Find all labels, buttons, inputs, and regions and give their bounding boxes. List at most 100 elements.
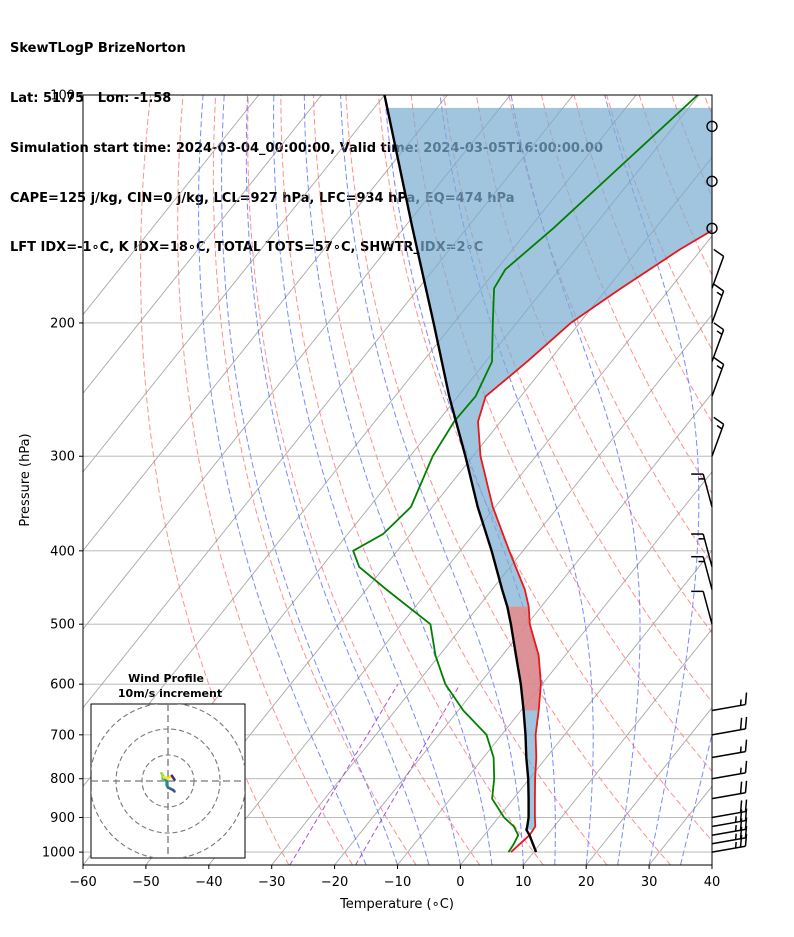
x-tick-label: 0 bbox=[456, 875, 464, 890]
barb-staff bbox=[711, 364, 725, 397]
wind-barb bbox=[691, 533, 713, 568]
wind-barb bbox=[711, 817, 748, 836]
wind-barb bbox=[691, 555, 713, 590]
barb-flag bbox=[739, 699, 742, 706]
isotherm-line bbox=[83, 95, 260, 316]
barb-flag bbox=[744, 799, 748, 812]
y-tick-label: 1000 bbox=[42, 846, 75, 861]
wind-barb bbox=[711, 283, 725, 324]
barb-flag bbox=[739, 781, 743, 794]
barb-flag bbox=[739, 818, 743, 831]
moist-adiabat-line bbox=[439, 95, 594, 865]
dry-adiabat-line bbox=[540, 95, 712, 495]
y-tick-label: 400 bbox=[50, 544, 75, 559]
barb-staff bbox=[702, 556, 713, 590]
isotherm-line bbox=[83, 95, 322, 394]
wind-barb bbox=[711, 248, 725, 289]
chart-title: SkewTLogP BrizeNorton bbox=[10, 41, 186, 57]
barb-staff bbox=[702, 591, 713, 625]
barb-staff bbox=[711, 703, 746, 712]
sounding-profiles bbox=[352, 95, 712, 853]
wind-barb bbox=[691, 473, 713, 508]
wind-barbs bbox=[691, 120, 748, 853]
x-tick-label: 10 bbox=[515, 875, 532, 890]
isotherm-line bbox=[271, 313, 712, 865]
y-tick-label: 800 bbox=[50, 772, 75, 787]
moist-adiabat-line bbox=[221, 95, 398, 865]
wind-barb bbox=[711, 356, 725, 397]
barb-flag bbox=[713, 416, 725, 425]
y-tick-label: 600 bbox=[50, 678, 75, 693]
mixing-ratio-line bbox=[355, 683, 461, 865]
moist-adiabat-line bbox=[340, 95, 524, 865]
y-tick-label: 900 bbox=[50, 811, 75, 826]
barb-flag bbox=[713, 248, 725, 257]
barb-flag bbox=[716, 364, 723, 370]
y-tick-label: 100 bbox=[50, 89, 75, 104]
barb-staff bbox=[711, 290, 725, 324]
moist-adiabat-line bbox=[303, 95, 493, 865]
dry-adiabat-line bbox=[508, 95, 712, 565]
wind-barb bbox=[711, 808, 748, 828]
barb-flag bbox=[744, 692, 748, 705]
barb-flag bbox=[739, 800, 743, 813]
barb-flag bbox=[739, 767, 742, 774]
moist-adiabat-line bbox=[273, 95, 461, 865]
calm-wind-circle bbox=[706, 175, 718, 187]
barb-staff bbox=[711, 845, 746, 853]
y-tick-label: 700 bbox=[50, 728, 75, 743]
moist-adiabat-line bbox=[604, 95, 700, 865]
barb-flag bbox=[739, 717, 743, 730]
barb-flag bbox=[744, 780, 748, 793]
wind-barb bbox=[711, 716, 748, 736]
barb-flag bbox=[734, 825, 737, 832]
x-tick-label: −10 bbox=[384, 875, 411, 890]
barb-flag bbox=[716, 291, 723, 297]
barb-flag bbox=[744, 739, 748, 752]
x-tick-label: −50 bbox=[132, 875, 159, 890]
barb-staff bbox=[711, 828, 746, 836]
x-tick-label: 40 bbox=[704, 875, 721, 890]
isotherm-line bbox=[522, 628, 712, 865]
inset-title: Wind Profile bbox=[128, 672, 204, 685]
barb-staff bbox=[711, 837, 746, 845]
dry-adiabat-line bbox=[703, 95, 712, 117]
x-tick-label: −20 bbox=[321, 875, 348, 890]
barb-staff bbox=[702, 533, 713, 568]
x-axis-label: Temperature (∘C) bbox=[339, 897, 454, 912]
dry-adiabat-line bbox=[212, 95, 417, 865]
dry-adiabat-line bbox=[280, 95, 544, 865]
x-tick-label: 30 bbox=[641, 875, 658, 890]
barb-flag bbox=[739, 809, 743, 822]
y-axis-label: Pressure (hPa) bbox=[18, 433, 33, 526]
barb-staff bbox=[711, 772, 746, 780]
x-tick-label: 20 bbox=[578, 875, 595, 890]
barb-flag bbox=[734, 833, 737, 840]
barb-flag bbox=[744, 716, 748, 729]
barb-flag bbox=[744, 760, 748, 773]
barb-flag bbox=[713, 322, 725, 331]
y-tick-label: 300 bbox=[50, 450, 75, 465]
barb-staff bbox=[711, 424, 725, 457]
wind-barb bbox=[711, 416, 725, 457]
dry-adiabat-line bbox=[312, 95, 608, 865]
barb-flag bbox=[739, 746, 742, 753]
wind-barb bbox=[711, 739, 748, 759]
isotherm-line bbox=[460, 549, 712, 865]
x-tick-label: −60 bbox=[69, 875, 96, 890]
barb-staff bbox=[711, 256, 725, 289]
isotherm-line bbox=[711, 864, 712, 865]
moist-adiabat-line bbox=[198, 95, 367, 865]
parcel-profile-line bbox=[383, 95, 538, 853]
barb-flag bbox=[734, 816, 737, 823]
dry-adiabat-line bbox=[247, 95, 481, 865]
wind-barb bbox=[711, 780, 748, 800]
barb-flag bbox=[713, 356, 725, 365]
dewpoint-profile-line bbox=[352, 95, 699, 853]
barb-staff bbox=[711, 750, 746, 759]
wind-barb bbox=[711, 760, 748, 780]
calm-wind-circle bbox=[706, 120, 718, 133]
dry-adiabat-line bbox=[573, 95, 712, 424]
hodograph-segment bbox=[170, 774, 176, 782]
moist-adiabat-line bbox=[680, 731, 712, 865]
